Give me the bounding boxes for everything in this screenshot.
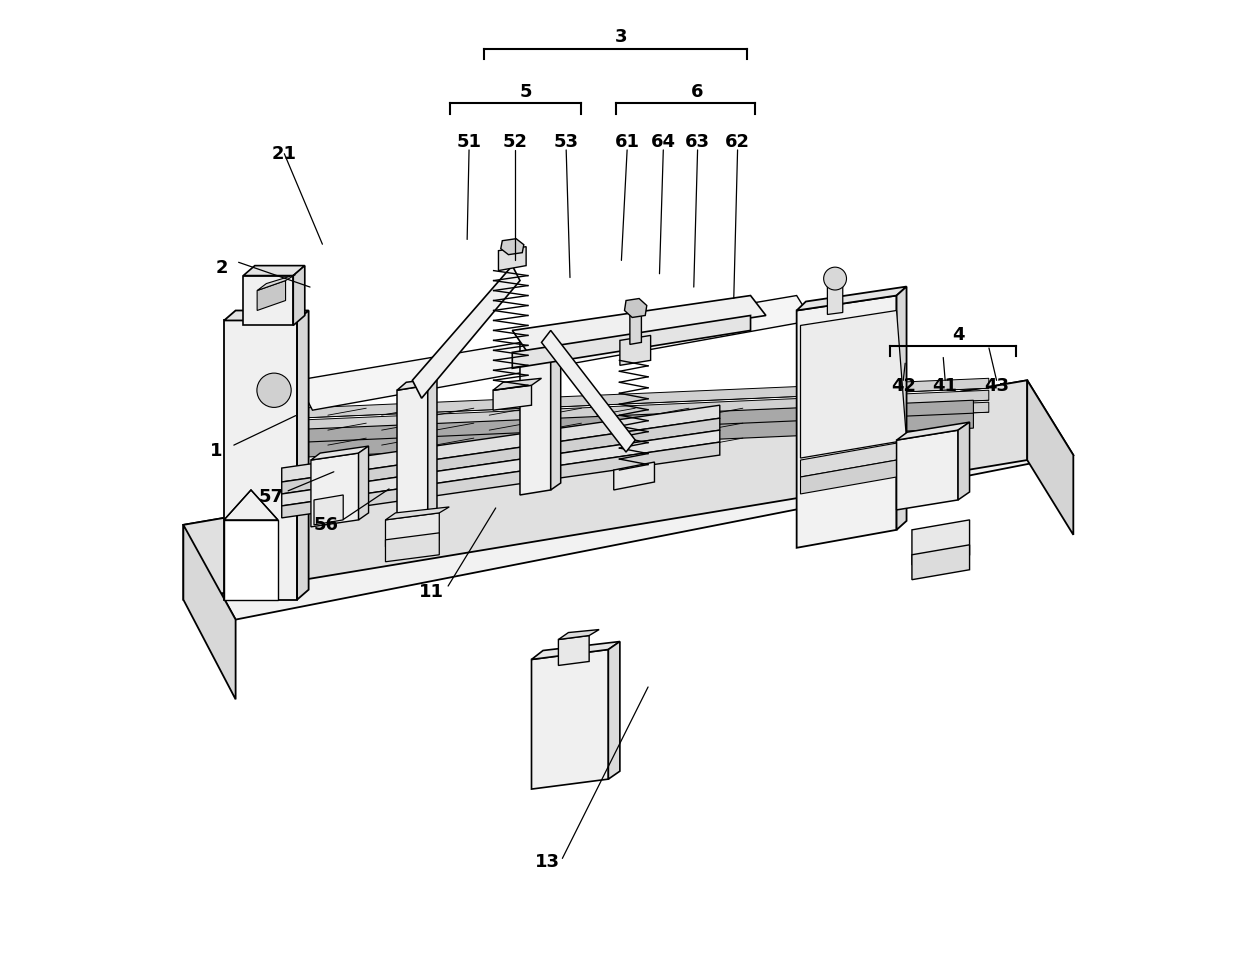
Polygon shape (183, 380, 1027, 600)
Polygon shape (1027, 380, 1073, 535)
Polygon shape (828, 279, 843, 314)
Text: 56: 56 (313, 516, 338, 534)
Polygon shape (385, 533, 440, 562)
Polygon shape (512, 295, 766, 352)
Text: 6: 6 (691, 83, 704, 101)
Polygon shape (297, 310, 309, 600)
Polygon shape (897, 422, 970, 440)
Polygon shape (281, 414, 974, 458)
Text: 1: 1 (209, 442, 222, 460)
Polygon shape (498, 246, 527, 270)
Polygon shape (313, 495, 343, 525)
Polygon shape (958, 422, 970, 499)
Polygon shape (281, 400, 974, 445)
Text: 13: 13 (535, 853, 560, 871)
Polygon shape (243, 265, 305, 276)
Polygon shape (613, 462, 654, 490)
Polygon shape (559, 629, 600, 640)
Polygon shape (224, 490, 278, 520)
Polygon shape (532, 649, 608, 789)
Text: 57: 57 (259, 488, 284, 505)
Text: 62: 62 (725, 134, 750, 151)
Text: 4: 4 (953, 326, 965, 344)
Polygon shape (897, 286, 907, 530)
Polygon shape (294, 265, 305, 326)
Polygon shape (243, 276, 294, 326)
Text: 52: 52 (502, 134, 528, 151)
Text: 51: 51 (456, 134, 482, 151)
Polygon shape (800, 460, 897, 494)
Polygon shape (385, 507, 450, 520)
Polygon shape (396, 378, 437, 391)
Text: 61: 61 (615, 134, 639, 151)
Polygon shape (258, 275, 296, 290)
Text: 5: 5 (520, 83, 533, 101)
Polygon shape (493, 385, 532, 411)
Polygon shape (224, 310, 309, 321)
Polygon shape (797, 286, 907, 310)
Polygon shape (520, 335, 550, 495)
Polygon shape (311, 446, 368, 460)
Polygon shape (897, 430, 958, 510)
Polygon shape (912, 544, 970, 580)
Polygon shape (620, 335, 650, 366)
Polygon shape (550, 329, 561, 490)
Polygon shape (224, 520, 278, 600)
Polygon shape (358, 446, 368, 520)
Polygon shape (297, 391, 989, 430)
Polygon shape (559, 635, 589, 666)
Polygon shape (797, 295, 897, 548)
Text: 21: 21 (271, 145, 297, 162)
Polygon shape (624, 299, 647, 317)
Text: 64: 64 (650, 134, 675, 151)
Polygon shape (297, 402, 989, 442)
Text: 3: 3 (615, 28, 628, 46)
Text: 42: 42 (891, 377, 916, 395)
Circle shape (256, 373, 291, 408)
Polygon shape (281, 430, 720, 506)
Polygon shape (224, 321, 297, 600)
Polygon shape (629, 308, 642, 345)
Polygon shape (608, 642, 620, 779)
Polygon shape (512, 315, 751, 369)
Text: 2: 2 (216, 259, 228, 277)
Text: 11: 11 (419, 583, 444, 601)
Polygon shape (396, 385, 427, 535)
Polygon shape (541, 330, 636, 452)
Polygon shape (493, 378, 541, 391)
Polygon shape (501, 239, 524, 255)
Polygon shape (427, 378, 437, 530)
Polygon shape (413, 265, 520, 398)
Text: 63: 63 (685, 134, 710, 151)
Polygon shape (385, 513, 440, 547)
Polygon shape (800, 310, 907, 458)
Polygon shape (532, 642, 620, 660)
Text: 53: 53 (554, 134, 579, 151)
Polygon shape (183, 525, 235, 699)
Text: 41: 41 (933, 377, 958, 395)
Polygon shape (258, 281, 285, 310)
Polygon shape (912, 520, 970, 564)
Circle shape (824, 267, 846, 290)
Polygon shape (281, 442, 720, 518)
Polygon shape (281, 418, 720, 494)
Polygon shape (520, 329, 561, 340)
Polygon shape (281, 405, 720, 482)
Polygon shape (297, 378, 989, 418)
Polygon shape (183, 380, 1073, 620)
Polygon shape (297, 295, 812, 411)
Text: 43: 43 (984, 377, 1009, 395)
Polygon shape (800, 443, 897, 477)
Polygon shape (311, 453, 358, 527)
